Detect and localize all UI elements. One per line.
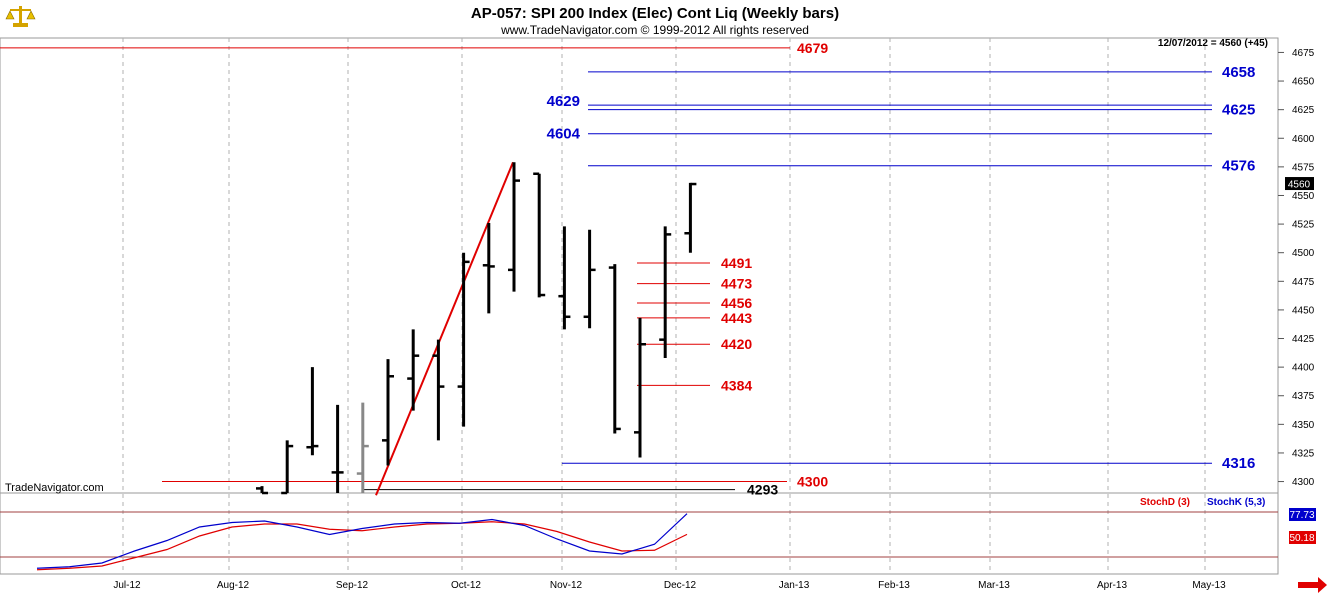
level-label: 4658: [1222, 64, 1255, 81]
level-label: 4625: [1222, 102, 1255, 119]
price-tick-label: 4650: [1292, 77, 1315, 88]
price-tick-label: 4625: [1292, 105, 1315, 116]
date-tick-label: Feb-13: [878, 580, 910, 591]
price-tick-label: 4350: [1292, 420, 1315, 431]
ohlc-bar: [684, 182, 697, 253]
price-tick-label: 4475: [1292, 277, 1315, 288]
stoch-d-value-box: [1289, 531, 1316, 544]
price-tick-label: 4575: [1292, 162, 1315, 173]
scales-logo-icon[interactable]: [5, 6, 36, 27]
ohlc-bar: [482, 222, 495, 314]
copyright-text: www.TradeNavigator.com © 1999-2012 All r…: [500, 23, 809, 37]
ohlc-bar: [432, 339, 445, 441]
scroll-right-arrow-icon[interactable]: [1298, 577, 1327, 593]
price-tick-label: 4450: [1292, 305, 1315, 316]
date-tick-label: Sep-12: [336, 580, 369, 591]
level-label: 4384: [721, 377, 752, 393]
date-tick-label: Nov-12: [550, 580, 583, 591]
level-label: 4576: [1222, 158, 1255, 175]
stoch-k-legend: StochK (5,3): [1207, 497, 1265, 508]
ohlc-bar: [457, 252, 470, 427]
price-tick-label: 4375: [1292, 391, 1315, 402]
level-label: 4420: [721, 336, 752, 352]
date-tick-label: Oct-12: [451, 580, 481, 591]
level-label: 4604: [547, 126, 581, 143]
level-label: 4473: [721, 276, 752, 292]
ohlc-bar: [256, 486, 268, 495]
ohlc-bar: [306, 367, 319, 456]
last-bar-info: 12/07/2012 = 4560 (+45): [1158, 38, 1268, 49]
stoch-k-line: [36, 513, 688, 569]
level-label: 4300: [797, 474, 828, 490]
ohlc-bar: [659, 226, 672, 358]
ohlc-bar: [356, 402, 369, 493]
trendline-group: [375, 161, 514, 496]
price-tick-label: 4600: [1292, 134, 1315, 145]
date-tick-label: Apr-13: [1097, 580, 1127, 591]
level-label: 4443: [721, 310, 752, 326]
price-levels: 4679 4658 4629 4625 4604 4576 4491 4473 44564443…: [0, 40, 1255, 498]
price-tick-label: 4525: [1292, 220, 1315, 231]
stoch-d-value: 50.18: [1289, 533, 1314, 544]
stochastic-indicator: StochD (3) StochK (5,3) 77.73 50.18: [0, 497, 1316, 571]
stoch-k-value: 77.73: [1289, 510, 1314, 521]
ohlc-bar: [608, 264, 621, 434]
level-label: 4679: [797, 40, 828, 56]
ohlc-bar: [382, 359, 394, 466]
date-tick-label: May-13: [1192, 580, 1226, 591]
vertical-gridlines: [122, 38, 1206, 574]
stoch-d-legend: StochD (3): [1140, 497, 1190, 508]
last-price-label: 4560: [1288, 180, 1311, 191]
ohlc-bar: [508, 162, 520, 292]
level-label: 4316: [1222, 455, 1255, 472]
ohlc-bar: [634, 317, 646, 458]
price-bars: [256, 162, 697, 495]
price-tick-label: 4550: [1292, 191, 1315, 202]
stoch-panel: [0, 492, 1279, 575]
level-label: 4456: [721, 295, 752, 311]
level-label: 4491: [721, 255, 752, 271]
date-tick-label: Aug-12: [217, 580, 250, 591]
watermark: TradeNavigator.com: [5, 482, 104, 494]
chart-title: AP-057: SPI 200 Index (Elec) Cont Liq (W…: [471, 5, 839, 22]
stoch-k-value-box: [1289, 508, 1316, 521]
price-tick-label: 4300: [1292, 477, 1315, 488]
last-price-box: [1285, 177, 1314, 191]
date-tick-label: Jul-12: [113, 580, 141, 591]
date-tick-label: Mar-13: [978, 580, 1010, 591]
date-axis: Jul-12 Aug-12 Sep-12 Oct-12 Nov-12 Dec-12 Jan-…: [113, 580, 1226, 591]
level-label: 4293: [747, 482, 778, 498]
price-tick-label: 4425: [1292, 334, 1315, 345]
price-tick-label: 4675: [1292, 48, 1315, 59]
ohlc-bar: [558, 226, 571, 330]
price-axis: 4300 4325 4350 4375 4400 4425 4450 4475 4500 4525…: [1278, 48, 1315, 488]
ohlc-bar: [583, 229, 596, 329]
date-tick-label: Dec-12: [664, 580, 697, 591]
price-tick-label: 4325: [1292, 448, 1315, 459]
ohlc-bar: [407, 329, 420, 411]
price-tick-label: 4500: [1292, 248, 1315, 259]
level-label: 4629: [547, 93, 580, 110]
price-tick-label: 4400: [1292, 363, 1315, 374]
date-tick-label: Jan-13: [779, 580, 810, 591]
stoch-d-line: [36, 521, 688, 571]
ohlc-bar: [331, 404, 344, 493]
ohlc-bar: [533, 172, 546, 298]
trendline: [375, 161, 514, 496]
ohlc-bar: [281, 440, 294, 495]
